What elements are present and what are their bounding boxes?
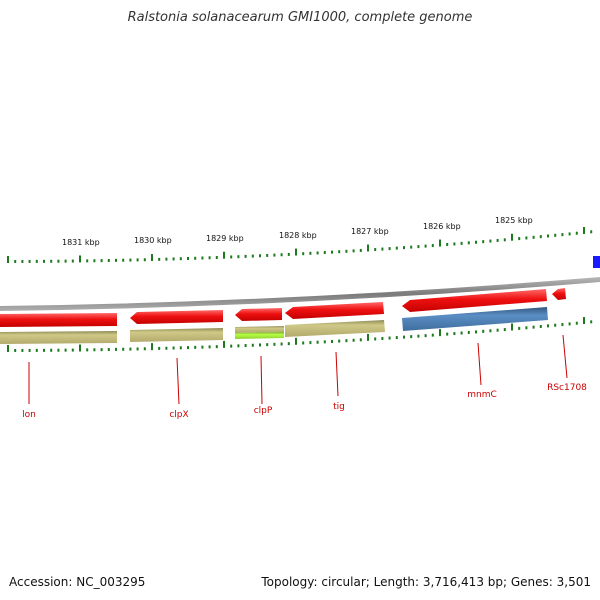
gene-box-clpx[interactable]	[130, 328, 223, 342]
genome-backbone	[0, 277, 600, 311]
tick-label-1829: 1829 kbp	[206, 234, 244, 243]
gene-label-rsc1708[interactable]: RSc1708	[547, 383, 587, 393]
tick-label-1826: 1826 kbp	[423, 222, 461, 231]
scale-ticks-outer	[7, 227, 593, 263]
gene-box-clpp-olive[interactable]	[235, 326, 284, 333]
tick-label-1827: 1827 kbp	[351, 227, 389, 236]
tick-label-1825: 1825 kbp	[495, 216, 533, 225]
gene-label-lon[interactable]: lon	[22, 410, 36, 420]
gene-label-clpx[interactable]: clpX	[169, 410, 188, 420]
tick-label-1828: 1828 kbp	[279, 231, 317, 240]
gene-leader-lines	[28, 334, 568, 405]
gene-box-tig[interactable]	[285, 320, 385, 337]
gene-box-mnmc[interactable]	[402, 307, 548, 331]
genome-summary-text: Topology: circular; Length: 3,716,413 bp…	[261, 575, 591, 589]
tick-label-1830: 1830 kbp	[134, 236, 172, 245]
gene-box-lon[interactable]	[0, 331, 117, 344]
cds-arrow-lon[interactable]	[0, 313, 117, 327]
gene-label-mnmc[interactable]: mnmC	[467, 390, 497, 400]
feature-marker-blue[interactable]	[593, 256, 600, 268]
gene-label-clpp[interactable]: clpP	[254, 406, 273, 416]
gene-label-tig[interactable]: tig	[333, 402, 345, 412]
scale-ticks-inner	[7, 317, 593, 352]
gene-box-clpp-lime[interactable]	[235, 332, 284, 339]
cds-arrow-rsc1708[interactable]	[552, 288, 566, 300]
accession-text: Accession: NC_003295	[9, 575, 146, 589]
map-title: Ralstonia solanacearum GMI1000, complete…	[127, 10, 473, 25]
cds-arrow-mnmc[interactable]	[402, 289, 547, 312]
cds-arrow-tig[interactable]	[285, 302, 384, 319]
cds-arrow-clpx[interactable]	[130, 310, 223, 324]
cds-arrow-clpp[interactable]	[235, 308, 282, 321]
tick-label-1831: 1831 kbp	[62, 238, 100, 247]
